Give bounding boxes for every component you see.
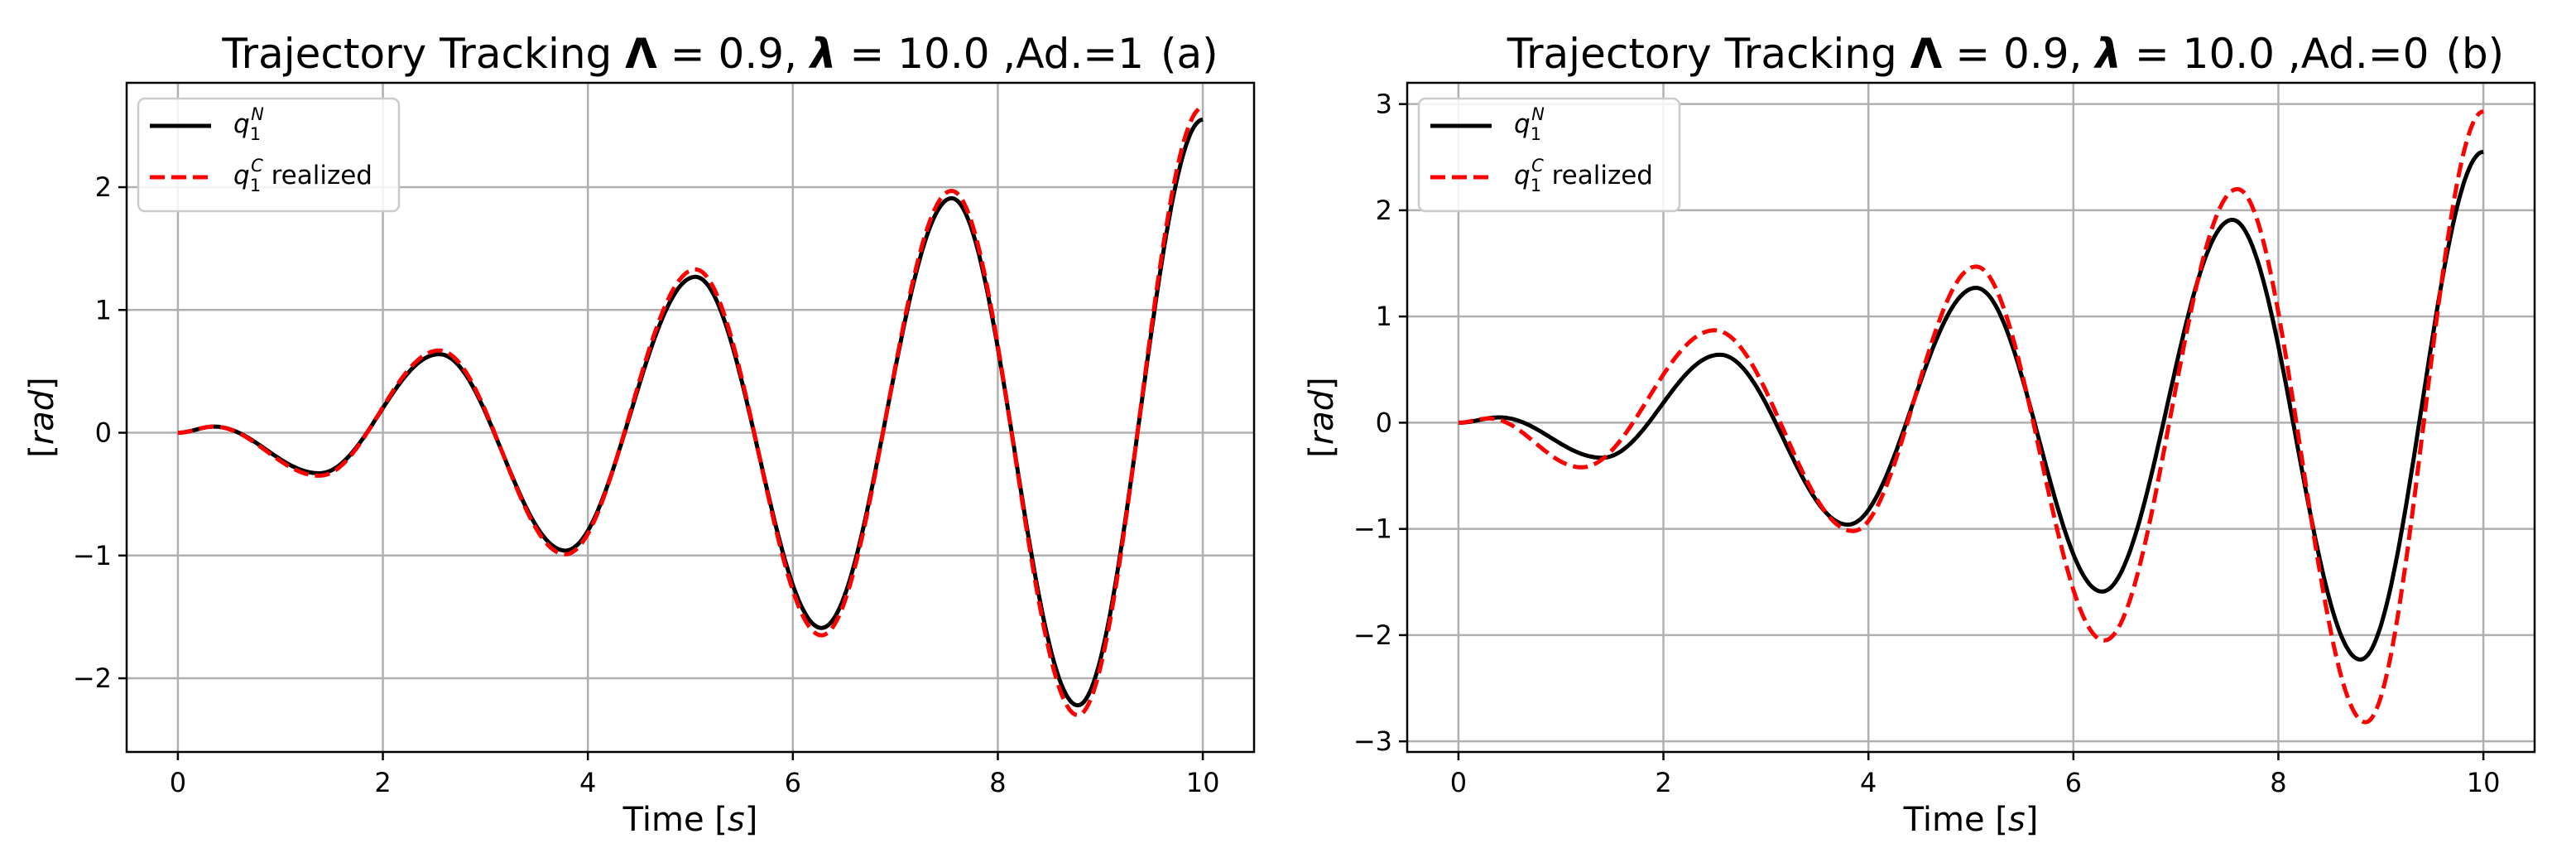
panel-b-y-tick-label-1: 1: [1376, 301, 1392, 332]
panel-b-x-tick-label-4: 4: [1860, 767, 1877, 798]
panel-a-x-tick-label-2: 2: [374, 767, 391, 798]
panel-b-y-tick-label-2: 2: [1376, 195, 1392, 226]
panel-b-legend-box: [1417, 97, 1681, 213]
panel-b-grid: [1407, 83, 2535, 752]
panel-b-y-axis-label: [rad]: [1303, 377, 1341, 458]
panel-b-axes-frame: [1406, 81, 2536, 754]
panel-a-x-tick-label-4: 4: [579, 767, 596, 798]
panel-a: Trajectory Tracking Λ = 0.9, λ = 10.0 ,A…: [23, 30, 1256, 839]
panel-b-x-tick-label-0: 0: [1450, 767, 1467, 798]
panel-a-x-tick-label-8: 8: [989, 767, 1006, 798]
panel-a-series-q1N-line: [177, 118, 1204, 708]
panel-a-axes-frame: [125, 81, 1256, 754]
panel-b-legend-label-q1N: q1N: [1514, 104, 1545, 144]
panel-b-x-tick-label-6: 6: [2065, 767, 2082, 798]
panel-b-y-tick-label-0: 0: [1376, 407, 1392, 438]
panel-a-y-tick-label-2: 2: [95, 171, 112, 203]
panel-b-x-tick-label-2: 2: [1655, 767, 1671, 798]
panel-a-y-tick-label--1: −1: [73, 540, 112, 571]
panel-a-y-ticks: −2 −1 0 1 2: [73, 171, 127, 694]
panel-b-y-tick-label--2: −2: [1353, 619, 1392, 651]
panel-b-y-tick-label--1: −1: [1353, 513, 1392, 545]
panel-a-legend-label-q1C: q1C realized: [233, 156, 372, 195]
panel-a-legend-box: [137, 97, 401, 213]
panel-b-series-q1C-realized-line: [1458, 109, 2484, 725]
panel-a-series: [177, 105, 1204, 717]
panel-b-x-axis-label: Time [s]: [1903, 801, 2039, 839]
panel-b-x-tick-label-10: 10: [2467, 767, 2501, 798]
panel-a-x-tick-label-6: 6: [785, 767, 801, 798]
panel-b: Trajectory Tracking Λ = 0.9, λ = 10.0 ,A…: [1303, 30, 2536, 839]
panel-b-y-tick-label--3: −3: [1353, 725, 1392, 757]
panel-a-grid: [127, 83, 1254, 752]
panel-a-series-q1C-realized-line: [177, 105, 1204, 717]
panel-b-series: [1458, 109, 2484, 725]
panel-b-y-tick-label-3: 3: [1376, 89, 1392, 120]
panel-a-legend: q1N q1C realized: [137, 97, 401, 213]
panel-a-y-tick-label-1: 1: [95, 294, 112, 325]
panel-b-x-tick-label-8: 8: [2270, 767, 2286, 798]
panel-a-x-tick-label-10: 10: [1186, 767, 1220, 798]
panel-a-y-tick-label-0: 0: [95, 417, 112, 449]
panel-b-y-ticks: −3 −2 −1 0 1 2 3: [1353, 89, 1407, 757]
panel-b-legend: q1N q1C realized: [1417, 97, 1681, 213]
panel-b-title: Trajectory Tracking Λ = 0.9, λ = 10.0 ,A…: [1507, 30, 2504, 78]
panel-a-y-axis-label: [rad]: [23, 377, 61, 458]
panel-a-x-ticks: 0 2 4 6 8 10: [170, 752, 1220, 798]
panel-a-y-tick-label--2: −2: [73, 663, 112, 694]
panel-b-x-ticks: 0 2 4 6 8 10: [1450, 752, 2501, 798]
panel-a-legend-label-q1N: q1N: [233, 104, 264, 144]
panel-b-legend-label-q1C: q1C realized: [1514, 156, 1653, 195]
panel-a-title: Trajectory Tracking Λ = 0.9, λ = 10.0 ,A…: [221, 30, 1218, 78]
panel-a-x-axis-label: Time [s]: [622, 801, 758, 839]
panel-a-x-tick-label-0: 0: [170, 767, 186, 798]
